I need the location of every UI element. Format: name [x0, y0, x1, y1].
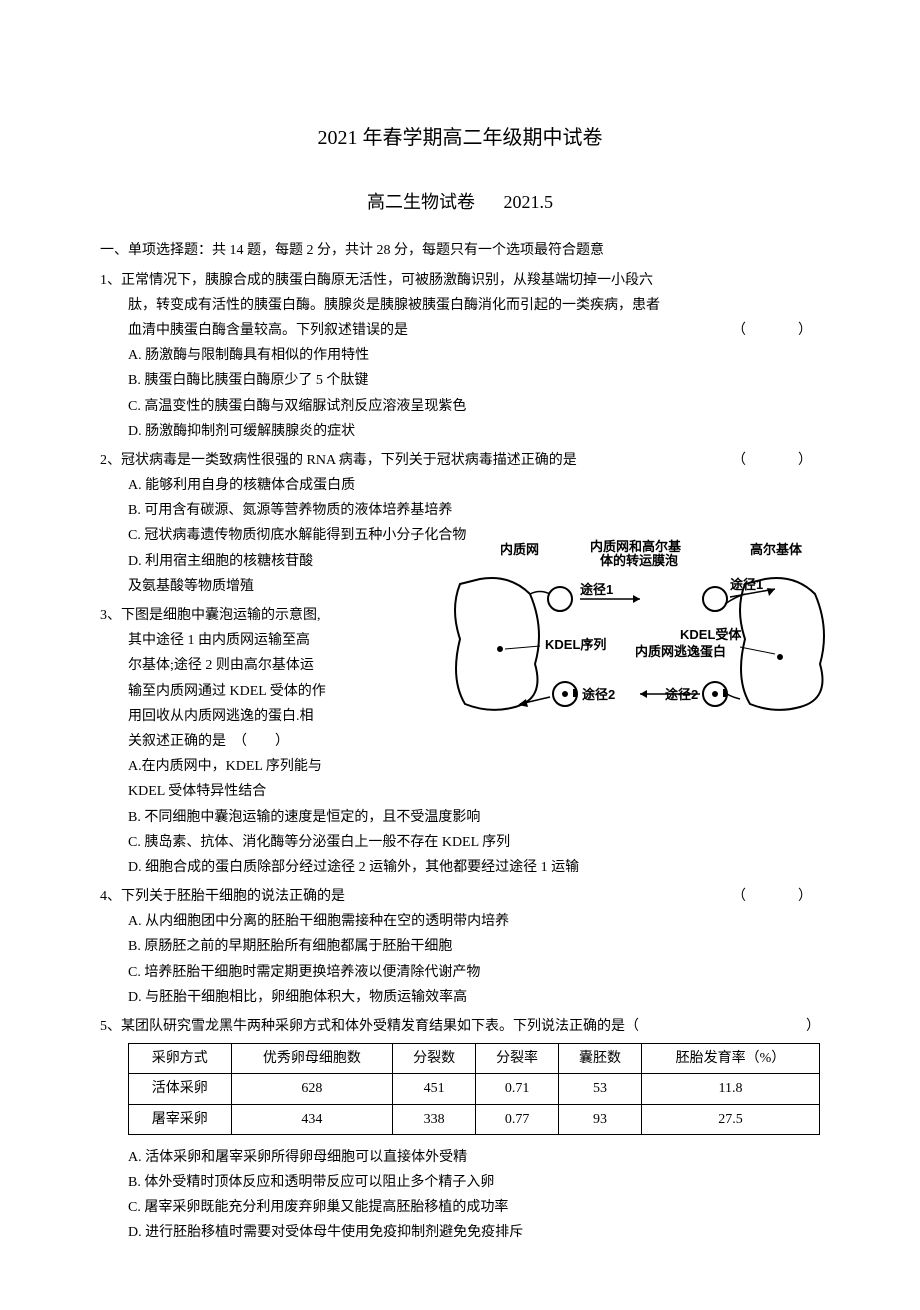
q1-text3: 血清中胰蛋白酶含量较高。下列叙述错误的是: [128, 323, 408, 338]
q1-stem-line2: 肽，转变成有活性的胰蛋白酶。胰腺炎是胰腺被胰蛋白酶消化而引起的一类疾病，患者: [100, 293, 820, 318]
th-blastocyst: 囊胚数: [559, 1044, 642, 1074]
q2-text: 冠状病毒是一类致病性很强的 RNA 病毒，下列关于冠状病毒描述正确的是: [121, 453, 577, 468]
q4-text: 下列关于胚胎干细胞的说法正确的是: [121, 889, 345, 904]
q3-option-b: B. 不同细胞中囊泡运输的速度是恒定的，且不受温度影响: [100, 805, 820, 830]
question-4: 4、下列关于胚胎干细胞的说法正确的是 （ ） A. 从内细胞团中分离的胚胎干细胞需…: [100, 884, 820, 1010]
q5-option-a: A. 活体采卵和屠宰采卵所得卵母细胞可以直接体外受精: [100, 1145, 820, 1170]
cell-r2c1: 屠宰采卵: [129, 1104, 232, 1134]
path1-label-b: 途径1: [730, 577, 763, 592]
exam-subtitle: 高二生物试卷 2021.5: [100, 186, 820, 218]
exam-title: 2021 年春学期高二年级期中试卷: [100, 120, 820, 156]
q3-option-d: D. 细胞合成的蛋白质除部分经过途径 2 运输外，其他都要经过途径 1 运输: [100, 855, 820, 880]
q3-option-a-l1: A.在内质网中，KDEL 序列能与: [100, 754, 430, 779]
q4-stem: 4、下列关于胚胎干细胞的说法正确的是 （ ）: [100, 884, 820, 909]
q5-stem: 5、某团队研究雪龙黑牛两种采卵方式和体外受精发育结果如下表。下列说法正确的是（ ）: [100, 1014, 820, 1039]
vesicle-label-l2: 体的转运膜泡: [600, 553, 678, 568]
q1-paren: （ ）: [732, 318, 820, 343]
q1-text1: 正常情况下，胰腺合成的胰蛋白酶原无活性，可被肠激酶识别，从羧基端切掉一小段六: [121, 273, 653, 288]
q4-option-d: D. 与胚胎干细胞相比，卵细胞体积大，物质运输效率高: [100, 985, 820, 1010]
cell-r2c2: 434: [231, 1104, 393, 1134]
q2-option-d-line1: D. 利用宿主细胞的核糖核苷酸: [100, 549, 430, 574]
q1-stem-line1: 1、正常情况下，胰腺合成的胰蛋白酶原无活性，可被肠激酶识别，从羧基端切掉一小段六: [100, 268, 820, 293]
bud-1: [530, 591, 550, 594]
golgi-label: 高尔基体: [750, 542, 803, 557]
q4-option-b: B. 原肠胚之前的早期胚胎所有细胞都属于胚胎干细胞: [100, 934, 820, 959]
q2-option-b: B. 可用含有碳源、氮源等营养物质的液体培养基培养: [100, 498, 820, 523]
q5-number: 5、: [100, 1019, 121, 1034]
subtitle-text: 高二生物试卷: [367, 192, 475, 212]
q4-option-c: C. 培养胚胎干细胞时需定期更换培养液以便清除代谢产物: [100, 960, 820, 985]
q3-stem-l2: 其中途径 1 由内质网运输至高: [100, 628, 430, 653]
q2-option-a: A. 能够利用自身的核糖体合成蛋白质: [100, 473, 820, 498]
q2-stem: 2、冠状病毒是一类致病性很强的 RNA 病毒，下列关于冠状病毒描述正确的是 （ ）: [100, 448, 820, 473]
cell-r2c5: 93: [559, 1104, 642, 1134]
question-5: 5、某团队研究雪龙黑牛两种采卵方式和体外受精发育结果如下表。下列说法正确的是（ ）…: [100, 1014, 820, 1246]
q5-option-c: C. 屠宰采卵既能充分利用废弃卵巢又能提高胚胎移植的成功率: [100, 1195, 820, 1220]
q3-stem-l5: 用回收从内质网逃逸的蛋白.相: [100, 704, 430, 729]
vesicle-label-l1: 内质网和高尔基: [590, 539, 682, 554]
q3-stem-l1: 3、下图是细胞中囊泡运输的示意图,: [100, 603, 430, 628]
cell-r2c6: 27.5: [641, 1104, 819, 1134]
q1-option-b: B. 胰蛋白酶比胰蛋白酶原少了 5 个肽键: [100, 368, 820, 393]
th-oocytes: 优秀卵母细胞数: [231, 1044, 393, 1074]
cell-r1c6: 11.8: [641, 1074, 819, 1104]
q5-option-d: D. 进行胚胎移植时需要对受体母牛使用免疫抑制剂避免免疫排斥: [100, 1220, 820, 1245]
q3-stem-l6: 关叙述正确的是 （ ）: [100, 729, 430, 754]
q5-option-b: B. 体外受精时顶体反应和透明带反应可以阻止多个精子入卵: [100, 1170, 820, 1195]
cell-r2c4: 0.77: [476, 1104, 559, 1134]
table-row: 屠宰采卵 434 338 0.77 93 27.5: [129, 1104, 820, 1134]
cell-r1c1: 活体采卵: [129, 1074, 232, 1104]
path1-label-a: 途径1: [580, 582, 613, 597]
q2-option-d-line2: 及氨基酸等物质增殖: [100, 574, 430, 599]
q1-stem-line3: 血清中胰蛋白酶含量较高。下列叙述错误的是 （ ）: [100, 318, 820, 343]
th-cleavage: 分裂数: [393, 1044, 476, 1074]
q4-paren: （ ）: [732, 884, 820, 909]
q1-option-d: D. 肠激酶抑制剂可缓解胰腺炎的症状: [100, 419, 820, 444]
q1-number: 1、: [100, 273, 121, 288]
q4-option-a: A. 从内细胞团中分离的胚胎干细胞需接种在空的透明带内培养: [100, 909, 820, 934]
q1-option-c: C. 高温变性的胰蛋白酶与双缩脲试剂反应溶液呈现紫色: [100, 394, 820, 419]
th-cleavage-rate: 分裂率: [476, 1044, 559, 1074]
arrowhead-1a: [633, 595, 640, 603]
q3-text1: 下图是细胞中囊泡运输的示意图,: [121, 608, 321, 623]
q3-stem-l4: 输至内质网通过 KDEL 受体的作: [100, 679, 430, 704]
q4-number: 4、: [100, 889, 121, 904]
exam-date: 2021.5: [504, 192, 554, 212]
th-dev-rate: 胚胎发育率（%）: [641, 1044, 819, 1074]
th-method: 采卵方式: [129, 1044, 232, 1074]
q3-option-c: C. 胰岛素、抗体、消化酶等分泌蛋白上一般不存在 KDEL 序列: [100, 830, 820, 855]
question-3: 3、下图是细胞中囊泡运输的示意图, 其中途径 1 由内质网运输至高 尔基体;途径…: [100, 603, 820, 880]
q1-option-a: A. 肠激酶与限制酶具有相似的作用特性: [100, 343, 820, 368]
section-1-header: 一、单项选择题：共 14 题，每题 2 分，共计 28 分，每题只有一个选项最符…: [100, 238, 820, 263]
arrowhead-1b: [767, 588, 775, 596]
question-1: 1、正常情况下，胰腺合成的胰蛋白酶原无活性，可被肠激酶识别，从羧基端切掉一小段六…: [100, 268, 820, 444]
q3-stem-l3: 尔基体;途径 2 则由高尔基体运: [100, 653, 430, 678]
cell-r1c5: 53: [559, 1074, 642, 1104]
q3-option-a-l2: KDEL 受体特异性结合: [100, 779, 430, 804]
q2-paren: （ ）: [732, 448, 820, 473]
table-row: 活体采卵 628 451 0.71 53 11.8: [129, 1074, 820, 1104]
cell-r2c3: 338: [393, 1104, 476, 1134]
cell-r1c2: 628: [231, 1074, 393, 1104]
q3-number: 3、: [100, 608, 121, 623]
table-header-row: 采卵方式 优秀卵母细胞数 分裂数 分裂率 囊胚数 胚胎发育率（%）: [129, 1044, 820, 1074]
cell-r1c3: 451: [393, 1074, 476, 1104]
q2-number: 2、: [100, 453, 121, 468]
question-2: 2、冠状病毒是一类致病性很强的 RNA 病毒，下列关于冠状病毒描述正确的是 （ ）…: [100, 448, 820, 599]
q5-data-table: 采卵方式 优秀卵母细胞数 分裂数 分裂率 囊胚数 胚胎发育率（%） 活体采卵 6…: [128, 1043, 820, 1135]
q5-paren-close: ）: [806, 1014, 820, 1039]
cell-r1c4: 0.71: [476, 1074, 559, 1104]
er-label: 内质网: [500, 542, 539, 557]
q5-text: 某团队研究雪龙黑牛两种采卵方式和体外受精发育结果如下表。下列说法正确的是（: [121, 1019, 639, 1034]
